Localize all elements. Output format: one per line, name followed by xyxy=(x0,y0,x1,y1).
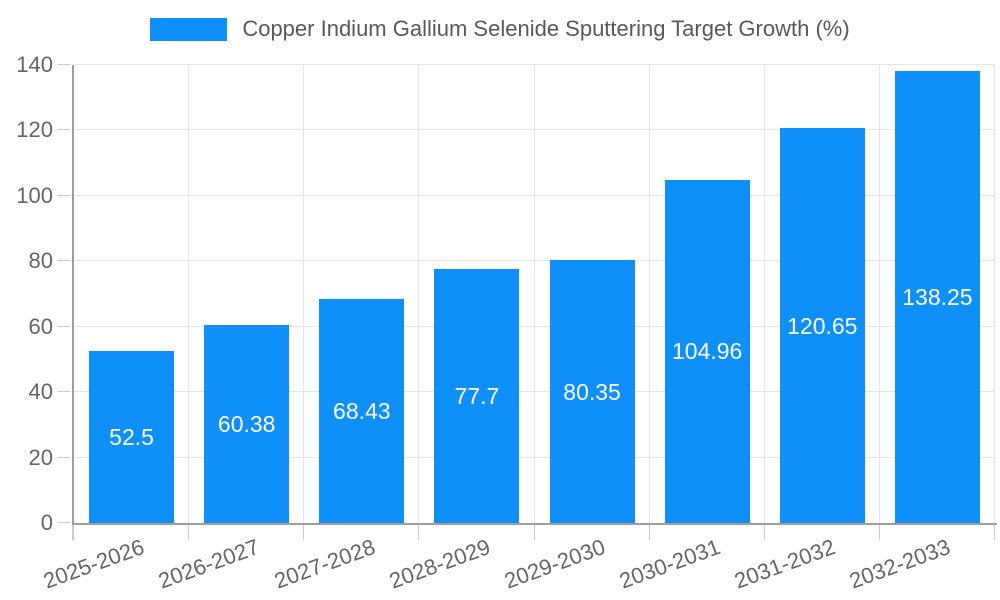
grid-line-horizontal xyxy=(74,325,995,327)
x-tick-label: 2026-2027 xyxy=(155,534,263,594)
grid-line-horizontal xyxy=(74,456,995,458)
y-axis-tick xyxy=(57,391,70,393)
bar-value-label: 104.96 xyxy=(672,338,743,365)
grid-line-horizontal xyxy=(74,194,995,196)
y-tick-label: 100 xyxy=(16,182,53,208)
plot-area: 0 20 40 60 80 100 120 140 52.5 2025-2026 60.38 2026… xyxy=(16,52,997,594)
y-axis-tick xyxy=(57,456,70,458)
x-axis-tick xyxy=(533,525,535,540)
x-tick-label: 2025-2026 xyxy=(40,534,148,594)
grid-line-vertical xyxy=(303,65,305,523)
grid-line-horizontal xyxy=(74,64,995,65)
y-axis-tick xyxy=(57,129,70,131)
chart-legend: Copper Indium Gallium Selenide Sputterin… xyxy=(0,16,1000,42)
bar[interactable]: 80.35 xyxy=(549,260,635,523)
y-tick-label: 120 xyxy=(16,117,53,143)
x-axis-tick xyxy=(878,525,880,540)
grid-line-vertical xyxy=(188,65,190,523)
bar[interactable]: 60.38 xyxy=(204,325,290,523)
y-axis-tick xyxy=(57,260,70,262)
y-axis-tick xyxy=(57,194,70,196)
bar[interactable]: 120.65 xyxy=(779,128,865,523)
bar-value-label: 60.38 xyxy=(217,411,276,438)
bar-value-label: 77.7 xyxy=(454,382,500,409)
grid-line-vertical xyxy=(763,65,765,523)
grid-line-vertical xyxy=(878,65,880,523)
x-tick-label: 2031-2032 xyxy=(731,534,839,594)
legend-series-label: Copper Indium Gallium Selenide Sputterin… xyxy=(242,16,850,41)
grid-line-vertical xyxy=(994,65,995,523)
grid-line-horizontal xyxy=(74,129,995,131)
y-axis-tick xyxy=(57,522,70,523)
legend-color-swatch xyxy=(150,17,228,41)
y-axis-tick xyxy=(57,325,70,327)
x-tick-label: 2032-2033 xyxy=(846,534,954,594)
bar-value-label: 68.43 xyxy=(333,398,391,425)
grid-line-vertical xyxy=(418,65,420,523)
bar[interactable]: 104.96 xyxy=(664,179,750,523)
legend-item[interactable]: Copper Indium Gallium Selenide Sputterin… xyxy=(150,16,850,42)
grid-line-vertical xyxy=(648,65,650,523)
grid-line-horizontal xyxy=(74,260,995,262)
grid-line-vertical xyxy=(533,65,535,523)
bar-value-label: 120.65 xyxy=(787,312,858,339)
bar-value-label: 138.25 xyxy=(902,283,973,310)
bar-value-label: 52.5 xyxy=(109,424,154,451)
x-tick-label: 2027-2028 xyxy=(270,534,379,594)
y-tick-label: 40 xyxy=(28,379,53,405)
x-axis-tick xyxy=(188,525,190,540)
bar[interactable]: 77.7 xyxy=(434,268,520,523)
x-axis-tick xyxy=(303,525,305,540)
x-tick-label: 2028-2029 xyxy=(385,534,494,594)
grid-line-horizontal xyxy=(74,391,995,393)
y-tick-label: 60 xyxy=(28,313,53,339)
x-axis-tick xyxy=(648,525,650,540)
x-axis-tick xyxy=(994,525,995,540)
x-tick-label: 2029-2030 xyxy=(500,534,609,594)
y-tick-label: 0 xyxy=(40,510,53,535)
bar-value-label: 80.35 xyxy=(563,378,621,405)
x-axis-tick xyxy=(418,525,420,540)
bar[interactable]: 52.5 xyxy=(89,351,175,523)
bar[interactable]: 68.43 xyxy=(319,299,405,523)
x-axis-line xyxy=(72,523,997,525)
y-tick-label: 140 xyxy=(16,52,53,77)
bar[interactable]: 138.25 xyxy=(894,70,980,523)
x-axis-tick xyxy=(763,525,765,540)
y-axis-line xyxy=(72,65,74,523)
x-tick-label: 2030-2031 xyxy=(615,534,724,594)
x-axis-origin-tick xyxy=(72,525,74,540)
y-axis-tick xyxy=(57,64,70,65)
y-tick-label: 80 xyxy=(28,248,53,274)
y-tick-label: 20 xyxy=(28,444,53,470)
